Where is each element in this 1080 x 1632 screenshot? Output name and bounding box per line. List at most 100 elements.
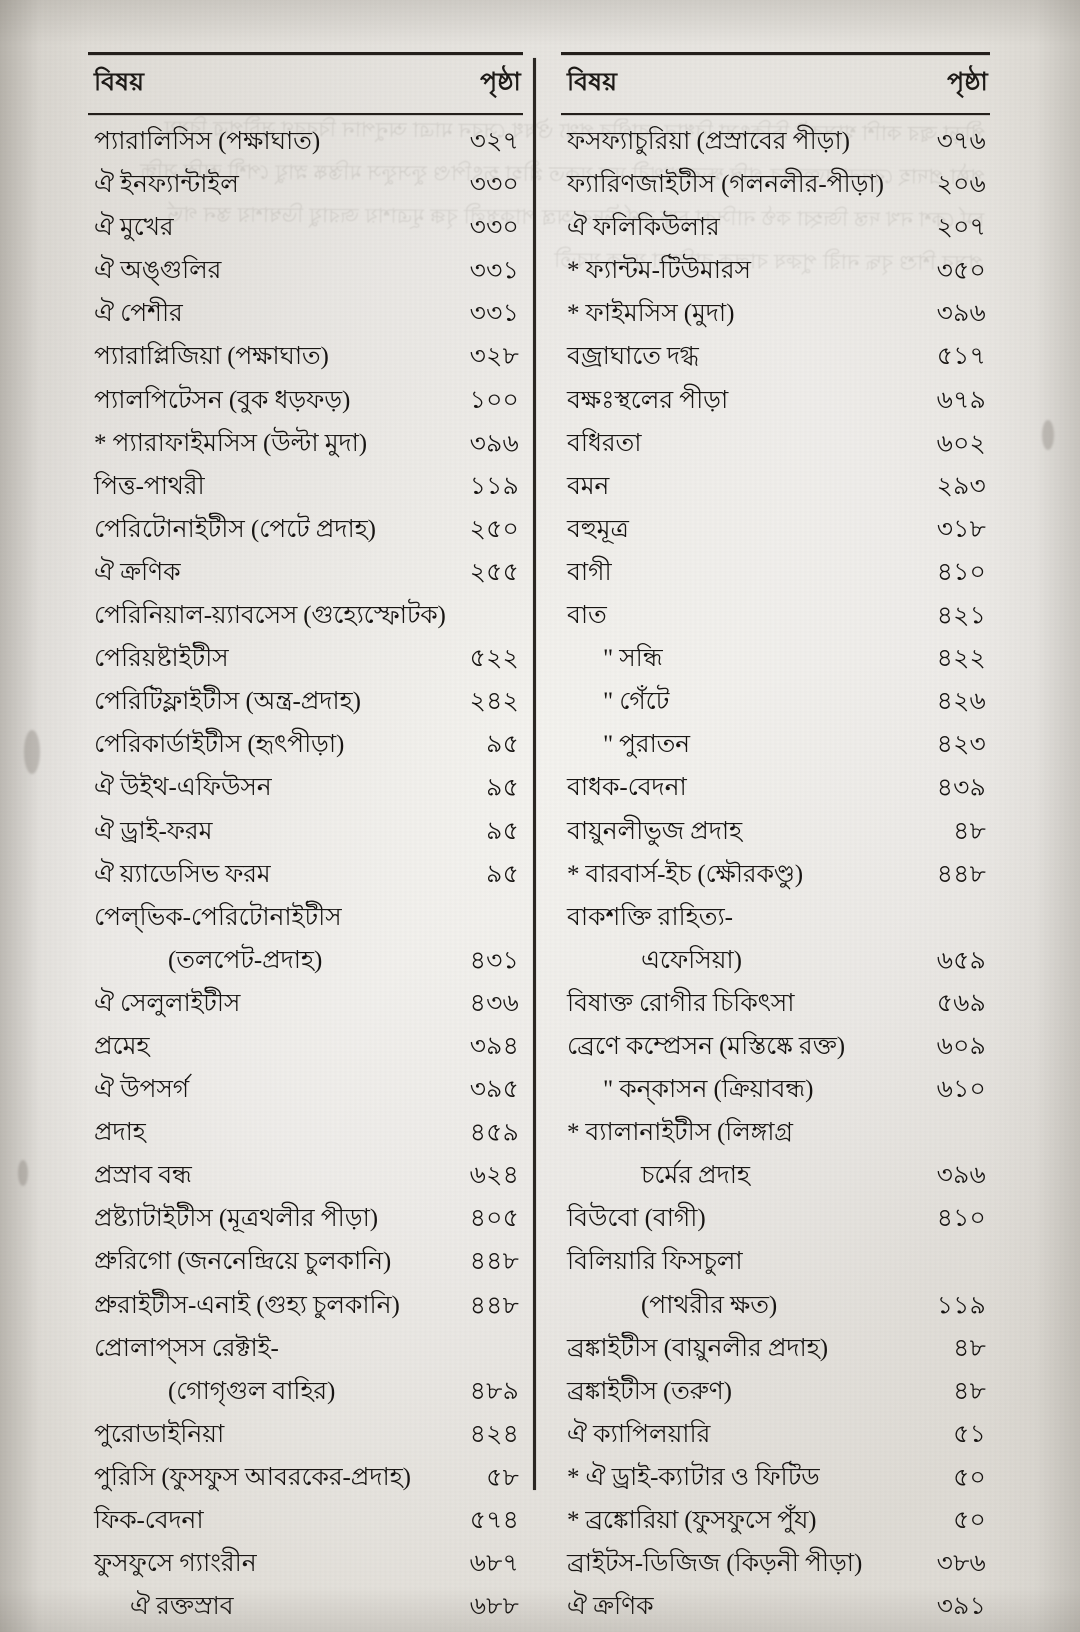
entry-page-number: ৩৯৫ [469, 1076, 519, 1104]
entry-topic: এফেসিয়া) [641, 946, 742, 974]
entry-page-number: ৪৮ [953, 1334, 986, 1362]
entry-topic: ঐ ইনফ্যান্টাইল [94, 171, 239, 199]
column-header-right: বিষয় পৃষ্ঠা [561, 55, 990, 113]
header-page-label: পৃষ্ঠা [480, 69, 521, 96]
index-entry-row: ঐ ড্রাই-ফরম ৯৫ [88, 811, 523, 854]
paper-blemish [1042, 420, 1054, 450]
entry-page-number: ২৫০ [469, 515, 519, 543]
entry-topic: " কন্‌কাসন (ক্রিয়াবন্ধ) [603, 1076, 814, 1104]
entry-topic: বাত [567, 602, 607, 630]
entry-topic: বজ্রাঘাতে দগ্ধ [567, 343, 699, 371]
entry-page-number: ৩৯৪ [469, 1032, 519, 1060]
entry-page-number: ৬০২ [936, 430, 986, 458]
index-entry-row: প্রষ্ট্যাটাইটীস (মূত্রথলীর পীড়া) ৪০৫ [88, 1198, 523, 1241]
entry-topic: ঐ ক্রণিক [94, 558, 181, 586]
entry-topic: বিউবো (বাগী) [567, 1205, 706, 1233]
index-entry-row: বজ্রাঘাতে দগ্ধ ৫১৭ [561, 336, 990, 379]
index-entry-row: ব্রেণে কম্প্রেসন (মস্তিষ্কে রক্ত) ৬০৯ [561, 1026, 990, 1069]
entry-page-number: ৪৩১ [469, 947, 519, 975]
index-entry-row: বমন ২৯৩ [561, 466, 990, 509]
column-header-rule [88, 113, 523, 115]
index-entry-row: ঐ মুখের ৩৩০ [88, 207, 523, 250]
index-entry-row: * ফাইমসিস (মুদা) ৩৯৬ [561, 293, 990, 336]
entry-page-number: ৯৫ [486, 817, 519, 845]
entry-page-number: ৩৯৬ [936, 300, 986, 328]
entry-topic: বায়ুনলীভুজ প্রদাহ [567, 817, 743, 845]
entry-topic: ঐ মুখের [94, 214, 174, 242]
entry-topic: বমন [567, 472, 610, 500]
index-entry-row: প্রদাহ ৪৫৯ [88, 1112, 523, 1155]
index-entry-row: প্যারাপ্লিজিয়া (পক্ষাঘাত) ৩২৮ [88, 336, 523, 379]
index-entry-row: ঐ ক্রণিক ২৫৫ [88, 552, 523, 595]
entry-topic: পেরিনিয়াল-য়্যাবসেস (গুহ্যেস্ফোটক) [94, 602, 446, 630]
entry-topic: চর্মের প্রদাহ [641, 1162, 750, 1190]
entry-topic: প্যালপিটেসন (বুক ধড়ফড়) [94, 386, 351, 414]
entry-page-number: ৩৫০ [936, 257, 986, 285]
entry-topic: ব্রঙ্কাইটীস (তরুণ) [567, 1377, 732, 1405]
index-entry-row: প্রস্রাব বন্ধ ৬২৪ [88, 1155, 523, 1198]
entry-page-number: ৪৪৮ [469, 1248, 519, 1276]
index-entry-row: ঐ সেলুলাইটীস ৪৩৬ [88, 983, 523, 1026]
entry-page-number: ৩৯৬ [936, 1162, 986, 1190]
entry-topic: বক্ষঃস্থলের পীড়া [567, 386, 729, 414]
index-entry-row: পেরিয়ষ্টাইটীস ৫২২ [88, 638, 523, 681]
index-rows-right: ফসফ্যাচুরিয়া (প্রস্রাবের পীড়া) ৩৭৬ ফ্যার… [561, 115, 990, 1629]
index-entry-row: পেরিকার্ডাইটীস (হৃৎপীড়া) ৯৫ [88, 724, 523, 767]
entry-page-number: ৯৫ [486, 731, 519, 759]
entry-page-number: ৬০৯ [936, 1032, 986, 1060]
index-entry-row: বায়ুনলীভুজ প্রদাহ ৪৮ [561, 811, 990, 854]
index-entry-row: বধিরতা ৬০২ [561, 423, 990, 466]
entry-topic: ফসফ্যাচুরিয়া (প্রস্রাবের পীড়া) [567, 128, 850, 155]
index-entry-row: ঐ ইনফ্যান্টাইল ৩৩০ [88, 164, 523, 207]
index-entry-row: বাধক-বেদনা ৪৩৯ [561, 767, 990, 810]
index-entry-row: ফসফ্যাচুরিয়া (প্রস্রাবের পীড়া) ৩৭৬ [561, 121, 990, 164]
entry-page-number: ৪২৩ [936, 731, 986, 759]
entry-topic: বাধক-বেদনা [567, 774, 687, 802]
entry-topic: প্যারালিসিস (পক্ষাঘাত) [94, 128, 321, 155]
entry-page-number: ৪৮৯ [469, 1377, 519, 1405]
entry-topic: ঐ ফলিকিউলার [567, 214, 720, 242]
entry-page-number: ৩৩১ [469, 300, 519, 328]
index-entry-row: পেরিটিফ্লাইটীস (অন্ত্র-প্রদাহ) ২৪২ [88, 681, 523, 724]
entry-page-number: ১১৯ [469, 472, 519, 500]
entry-page-number: ৫০ [953, 1507, 986, 1534]
entry-page-number: ৬৭৯ [936, 386, 986, 414]
entry-topic: বাগী [567, 558, 612, 586]
entry-topic: প্রোলাপ্‌সস রেক্টাই- [94, 1334, 279, 1362]
entry-page-number: ৪২১ [936, 602, 986, 630]
index-entry-row: প্রুরাইটীস-এনাই (গুহ্য চুলকানি) ৪৪৮ [88, 1285, 523, 1328]
entry-topic: পেরিকার্ডাইটীস (হৃৎপীড়া) [94, 731, 345, 759]
entry-page-number: ৩৩০ [469, 171, 519, 199]
index-entry-row: ঐ পেশীর ৩৩১ [88, 293, 523, 336]
entry-topic: (গোগৃগুল বাহির) [168, 1377, 336, 1405]
index-column-right: বিষয় পৃষ্ঠা ফসফ্যাচুরিয়া (প্রস্রাবের প… [539, 52, 990, 1620]
entry-page-number: ৪৩৬ [469, 989, 519, 1017]
entry-page-number: ৩৩১ [469, 257, 519, 285]
entry-topic: পেরিটিফ্লাইটীস (অন্ত্র-প্রদাহ) [94, 688, 361, 716]
entry-topic: * ব্রঙ্কোরিয়া (ফুসফুসে পুঁয) [567, 1507, 817, 1534]
entry-topic: ফুসফুসে গ্যাংরীন [94, 1550, 257, 1578]
entry-page-number: ৫৮ [486, 1464, 519, 1492]
index-entry-row: প্যালপিটেসন (বুক ধড়ফড়) ১০০ [88, 380, 523, 423]
entry-page-number: ৬৫৯ [936, 947, 986, 975]
entry-topic: ঐ পেশীর [94, 300, 183, 328]
index-entry-row: ব্রঙ্কাইটীস (তরুণ) ৪৮ [561, 1371, 990, 1414]
paper-blemish [18, 1160, 28, 1186]
index-entry-row: চর্মের প্রদাহ ৩৯৬ [561, 1155, 990, 1198]
index-entry-row: ঐ উইথ-এফিউসন ৯৫ [88, 767, 523, 810]
entry-topic: " পুরাতন [603, 731, 690, 759]
entry-topic: " গেঁটে [603, 688, 670, 716]
header-page-label: পৃষ্ঠা [947, 69, 988, 96]
index-entry-row: * ঐ ড্রাই-ক্যাটার ও ফিটিড ৫০ [561, 1457, 990, 1500]
entry-topic: প্রস্রাব বন্ধ [94, 1162, 192, 1190]
index-entry-row: ঐ অঙ্গুলির ৩৩১ [88, 250, 523, 293]
entry-topic: * ব্যালানাইটীস (লিঙ্গাগ্র [567, 1119, 793, 1147]
entry-topic: পিত্ত-পাথরী [94, 472, 205, 500]
entry-topic: * ফাইমসিস (মুদা) [567, 300, 735, 328]
entry-page-number: ৪২৪ [469, 1420, 519, 1448]
entry-topic: ঐ অঙ্গুলির [94, 257, 222, 285]
index-entry-row: ঐ ক্রণিক ৩৯১ [561, 1586, 990, 1629]
entry-topic: প্রুরিগো (জননেন্দ্রিয়ে চুলকানি) [94, 1248, 392, 1276]
entry-page-number: ৪১০ [936, 558, 986, 586]
